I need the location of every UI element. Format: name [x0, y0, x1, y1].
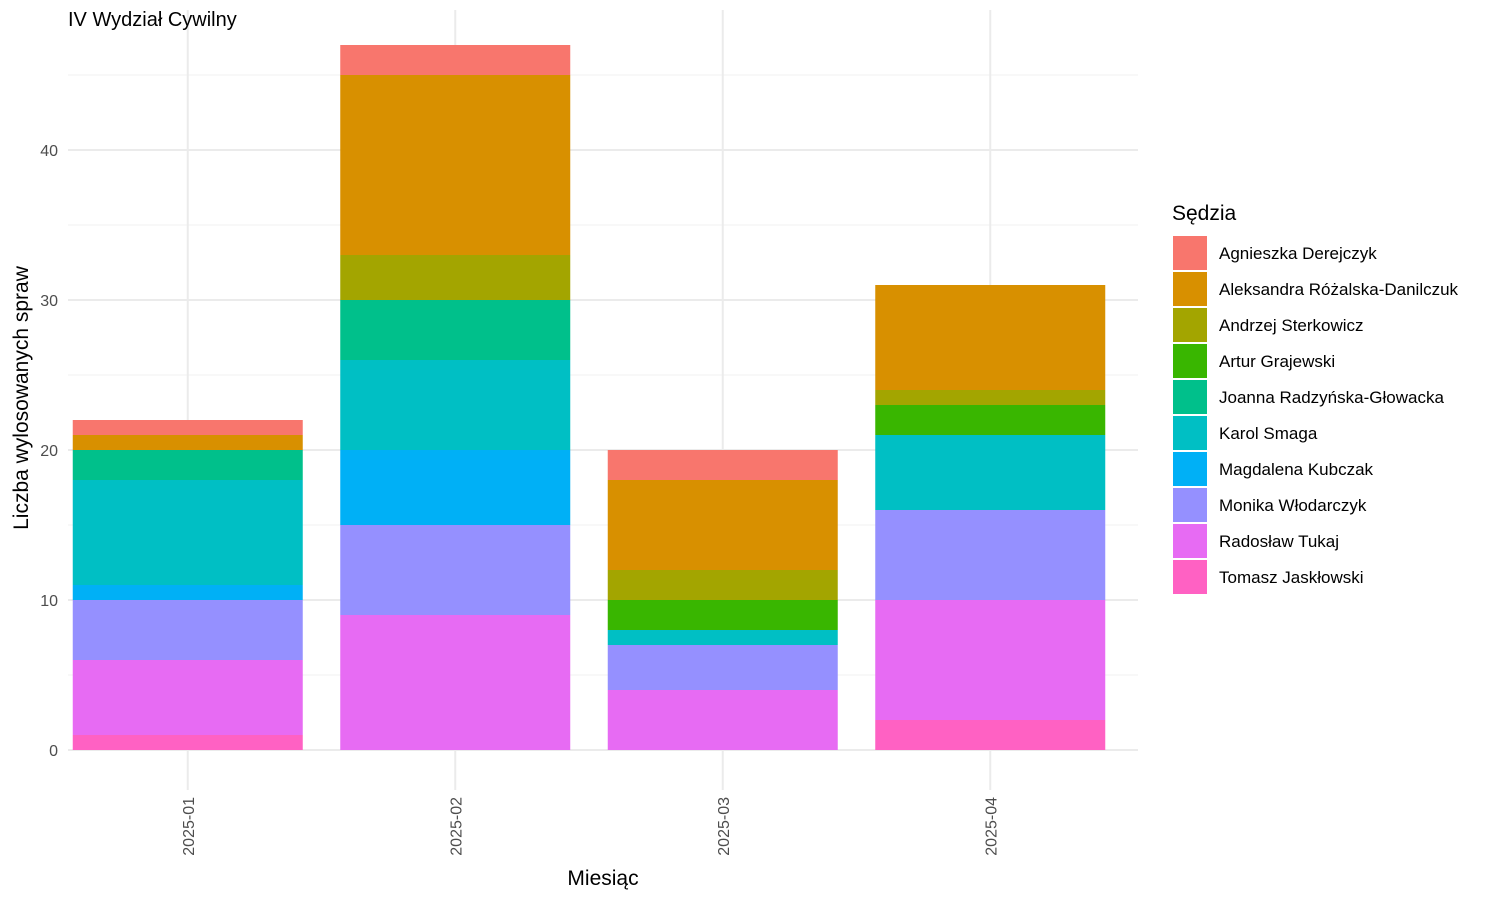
legend-swatch: [1173, 524, 1207, 558]
legend-swatch: [1173, 344, 1207, 378]
bar-segment: [340, 75, 571, 255]
bar-segment: [875, 510, 1106, 600]
bar-segment: [607, 630, 838, 645]
legend-label: Monika Włodarczyk: [1219, 496, 1367, 515]
bar-segment: [72, 480, 303, 585]
y-axis-title: Liczba wylosowanych spraw: [10, 265, 33, 530]
x-tick-label: 2025-02: [448, 797, 465, 856]
bar-segment: [607, 645, 838, 690]
legend-label: Andrzej Sterkowicz: [1219, 316, 1364, 335]
x-axis-title: Miesiąc: [567, 867, 638, 890]
bar-segment: [72, 450, 303, 480]
legend-title: Sędzia: [1172, 202, 1237, 225]
legend: Sędzia Agnieszka Derejczyk Aleksandra Róż…: [1172, 202, 1459, 594]
x-tick-label: 2025-01: [181, 797, 198, 856]
legend-swatch: [1173, 488, 1207, 522]
legend-label: Aleksandra Różalska-Danilczuk: [1219, 280, 1459, 299]
legend-label: Joanna Radzyńska-Głowacka: [1219, 388, 1444, 407]
bar-segment: [875, 600, 1106, 720]
bar-segment: [72, 435, 303, 450]
legend-label: Karol Smaga: [1219, 424, 1318, 443]
bar-segment: [875, 435, 1106, 510]
legend-swatch: [1173, 236, 1207, 270]
bar-segment: [72, 660, 303, 735]
x-tick-label: 2025-04: [983, 797, 1000, 856]
legend-swatch: [1173, 416, 1207, 450]
y-tick-labels: 0 10 20 30 40: [40, 143, 58, 760]
legend-label: Magdalena Kubczak: [1219, 460, 1374, 479]
bar-segment: [340, 525, 571, 615]
legend-swatch: [1173, 560, 1207, 594]
bar-segment: [72, 600, 303, 660]
y-tick-label: 40: [40, 143, 58, 160]
bar-segment: [607, 480, 838, 570]
bar-segment: [72, 420, 303, 435]
bar-segment: [607, 450, 838, 480]
legend-swatch: [1173, 272, 1207, 306]
legend-swatch: [1173, 308, 1207, 342]
bar-segment: [340, 45, 571, 75]
legend-swatch: [1173, 380, 1207, 414]
x-tick-labels: 2025-01 2025-02 2025-03 2025-04: [181, 797, 1001, 856]
bar-segment: [607, 600, 838, 630]
bar-segment: [875, 285, 1106, 390]
bar-segment: [875, 405, 1106, 435]
bar-segment: [340, 450, 571, 525]
bar-segment: [72, 735, 303, 750]
x-tick-label: 2025-03: [716, 797, 733, 856]
bar-segment: [607, 570, 838, 600]
bar-segment: [875, 390, 1106, 405]
bar-segment: [340, 300, 571, 360]
legend-label: Radosław Tukaj: [1219, 532, 1339, 551]
bar-segment: [875, 720, 1106, 750]
bar-segment: [340, 360, 571, 450]
bar-segment: [72, 585, 303, 600]
legend-swatch: [1173, 452, 1207, 486]
y-tick-label: 0: [49, 743, 58, 760]
bar-segment: [340, 615, 571, 750]
legend-label: Tomasz Jaskłowski: [1219, 568, 1364, 587]
bars: [72, 45, 1106, 750]
chart-title: IV Wydział Cywilny: [68, 9, 237, 31]
bar-segment: [340, 255, 571, 300]
legend-label: Agnieszka Derejczyk: [1219, 244, 1377, 263]
y-tick-label: 30: [40, 293, 58, 310]
bar-segment: [607, 690, 838, 750]
y-tick-label: 20: [40, 443, 58, 460]
legend-label: Artur Grajewski: [1219, 352, 1335, 371]
y-tick-label: 10: [40, 593, 58, 610]
